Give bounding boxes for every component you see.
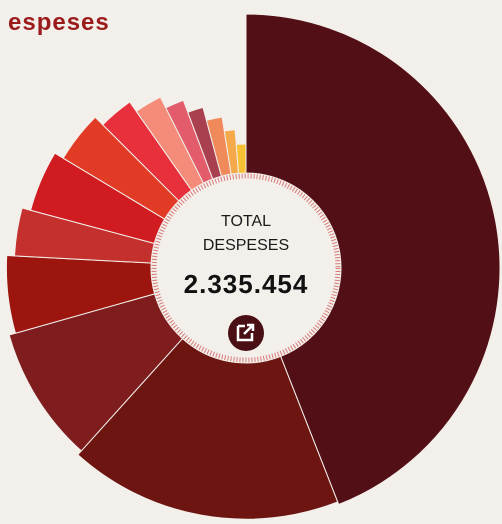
- inner-ring: [151, 173, 341, 363]
- segments: [5, 13, 501, 520]
- segment[interactable]: [235, 143, 247, 174]
- open-button[interactable]: [228, 315, 264, 351]
- segment[interactable]: [8, 293, 184, 452]
- icon-box: [236, 324, 254, 342]
- title: espeses: [8, 9, 110, 36]
- inner-circle: [151, 173, 341, 363]
- center-total: 2.335.454: [184, 269, 309, 299]
- icon-arrow: [243, 323, 255, 335]
- center-line2: DESPESES: [203, 237, 289, 254]
- center-line1: TOTAL: [221, 213, 271, 230]
